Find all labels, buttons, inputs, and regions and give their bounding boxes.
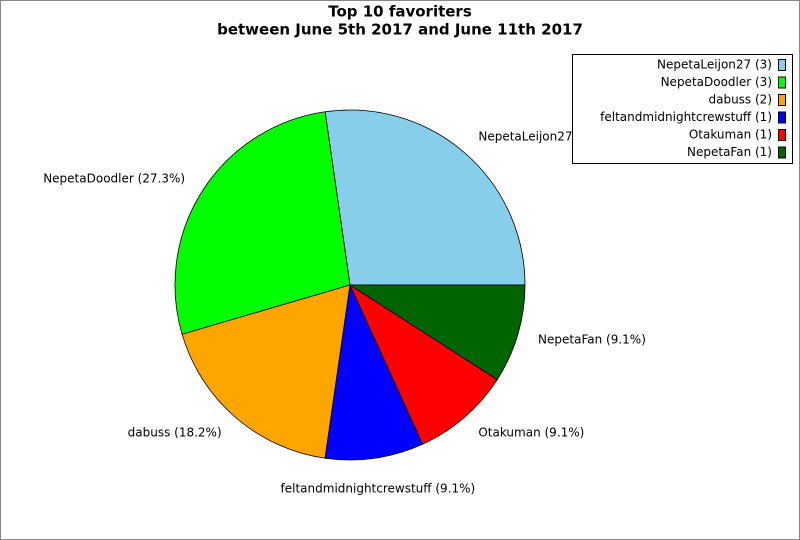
legend-swatch [778,76,786,89]
legend-label: feltandmidnightcrewstuff (1) [600,110,772,124]
chart-title: Top 10 favoriters [328,3,472,21]
pie-slice [181,284,351,459]
legend-box [572,54,793,164]
pie-slice [324,283,424,461]
slice-label: dabuss (18.2%) [128,426,222,440]
legend-label: Otakuman (1) [689,128,772,142]
slice-label: feltandmidnightcrewstuff (9.1%) [281,482,476,496]
pie-slice [324,109,526,286]
slice-label: NepetaDoodler (27.3%) [43,172,185,186]
legend-swatch [778,146,786,159]
legend-label: NepetaLeijon27 (3) [657,58,772,72]
legend-swatch [778,94,786,106]
legend-label: NepetaDoodler (3) [661,75,772,89]
chart-subtitle: between June 5th 2017 and June 11th 2017 [217,21,583,39]
slice-label: NepetaFan (9.1%) [538,333,646,347]
slice-label: Otakuman (9.1%) [478,426,584,440]
legend-label: NepetaFan (1) [687,145,772,159]
legend-swatch [778,111,786,124]
pie-slice [174,111,351,335]
legend-swatch [778,129,786,141]
legend-label: dabuss (2) [708,93,772,107]
legend-swatch [778,59,786,71]
pie-slice [348,284,526,381]
pie-slice [349,283,498,445]
